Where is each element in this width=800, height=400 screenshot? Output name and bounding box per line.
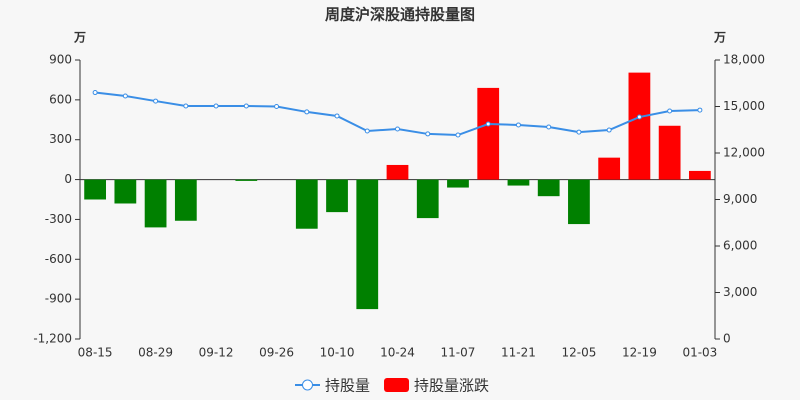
legend-swatch	[384, 378, 410, 392]
line-point	[304, 109, 310, 115]
bar	[598, 157, 621, 180]
bar	[537, 179, 560, 197]
x-tick-label: 09-26	[259, 346, 294, 360]
bar	[507, 179, 530, 186]
line-point	[213, 103, 219, 109]
line-point	[546, 124, 552, 130]
y-tick-label: -300	[45, 212, 72, 226]
y-tick-label: -600	[45, 252, 72, 266]
bar	[84, 179, 107, 200]
bar	[174, 179, 197, 221]
x-tick-label: 09-12	[199, 346, 234, 360]
line-point	[122, 93, 128, 99]
line-point	[364, 128, 370, 134]
y2-tick-label: 0	[723, 332, 731, 346]
chart-title: 周度沪深股通持股量图	[325, 6, 475, 24]
x-tick-label: 11-21	[501, 346, 536, 360]
line-point	[153, 98, 159, 104]
line-point	[274, 104, 280, 109]
line-point	[667, 108, 673, 114]
line-point	[334, 113, 340, 119]
bar	[628, 72, 651, 180]
x-tick-label: 10-24	[380, 346, 415, 360]
x-tick-label: 08-15	[78, 346, 113, 360]
y-tick-label: 900	[49, 53, 72, 67]
legend-label: 持股量	[325, 377, 370, 395]
line-point	[576, 129, 582, 135]
y2-unit: 万	[713, 31, 726, 45]
line-point	[92, 90, 98, 96]
y-tick-label: 600	[49, 92, 72, 106]
bar	[326, 179, 348, 213]
line-point	[515, 122, 521, 128]
y2-tick-label: 12,000	[723, 146, 765, 160]
x-tick-label: 10-10	[320, 346, 355, 360]
y2-tick-label: 15,000	[723, 99, 765, 113]
x-tick-label: 12-19	[622, 346, 657, 360]
line-point	[395, 126, 400, 132]
y2-tick-label: 6,000	[723, 239, 757, 253]
y2-tick-label: 3,000	[723, 285, 757, 299]
line-point	[636, 114, 642, 120]
bar	[386, 164, 409, 180]
bar	[144, 179, 167, 228]
legend-marker	[302, 379, 313, 391]
line-point	[455, 132, 461, 138]
bar	[295, 179, 318, 229]
legend-label: 持股量涨跌	[414, 377, 489, 395]
bar	[568, 179, 590, 225]
x-tick-label: 08-29	[138, 346, 173, 360]
bar	[114, 179, 137, 204]
x-tick-label: 11-07	[441, 346, 476, 360]
line-point	[183, 103, 189, 109]
line-point	[243, 103, 249, 109]
bar	[688, 170, 711, 180]
x-tick-label: 01-03	[682, 346, 717, 360]
line-point	[697, 107, 703, 113]
line-point	[485, 121, 491, 127]
bar	[658, 125, 681, 180]
y2-tick-label: 18,000	[723, 53, 765, 67]
bar	[416, 179, 439, 219]
y2-tick-label: 9,000	[723, 192, 757, 206]
y-tick-label: 0	[64, 172, 72, 186]
y-tick-label: -1,200	[33, 332, 72, 346]
line-point	[606, 127, 612, 133]
y-tick-label: -900	[45, 292, 72, 306]
y-tick-label: 300	[49, 132, 72, 146]
bar	[235, 179, 258, 181]
bar	[477, 87, 500, 180]
bar	[447, 179, 469, 188]
bar	[356, 179, 379, 310]
y-unit: 万	[73, 31, 86, 45]
x-tick-label: 12-05	[561, 346, 596, 360]
line-point	[425, 131, 431, 137]
